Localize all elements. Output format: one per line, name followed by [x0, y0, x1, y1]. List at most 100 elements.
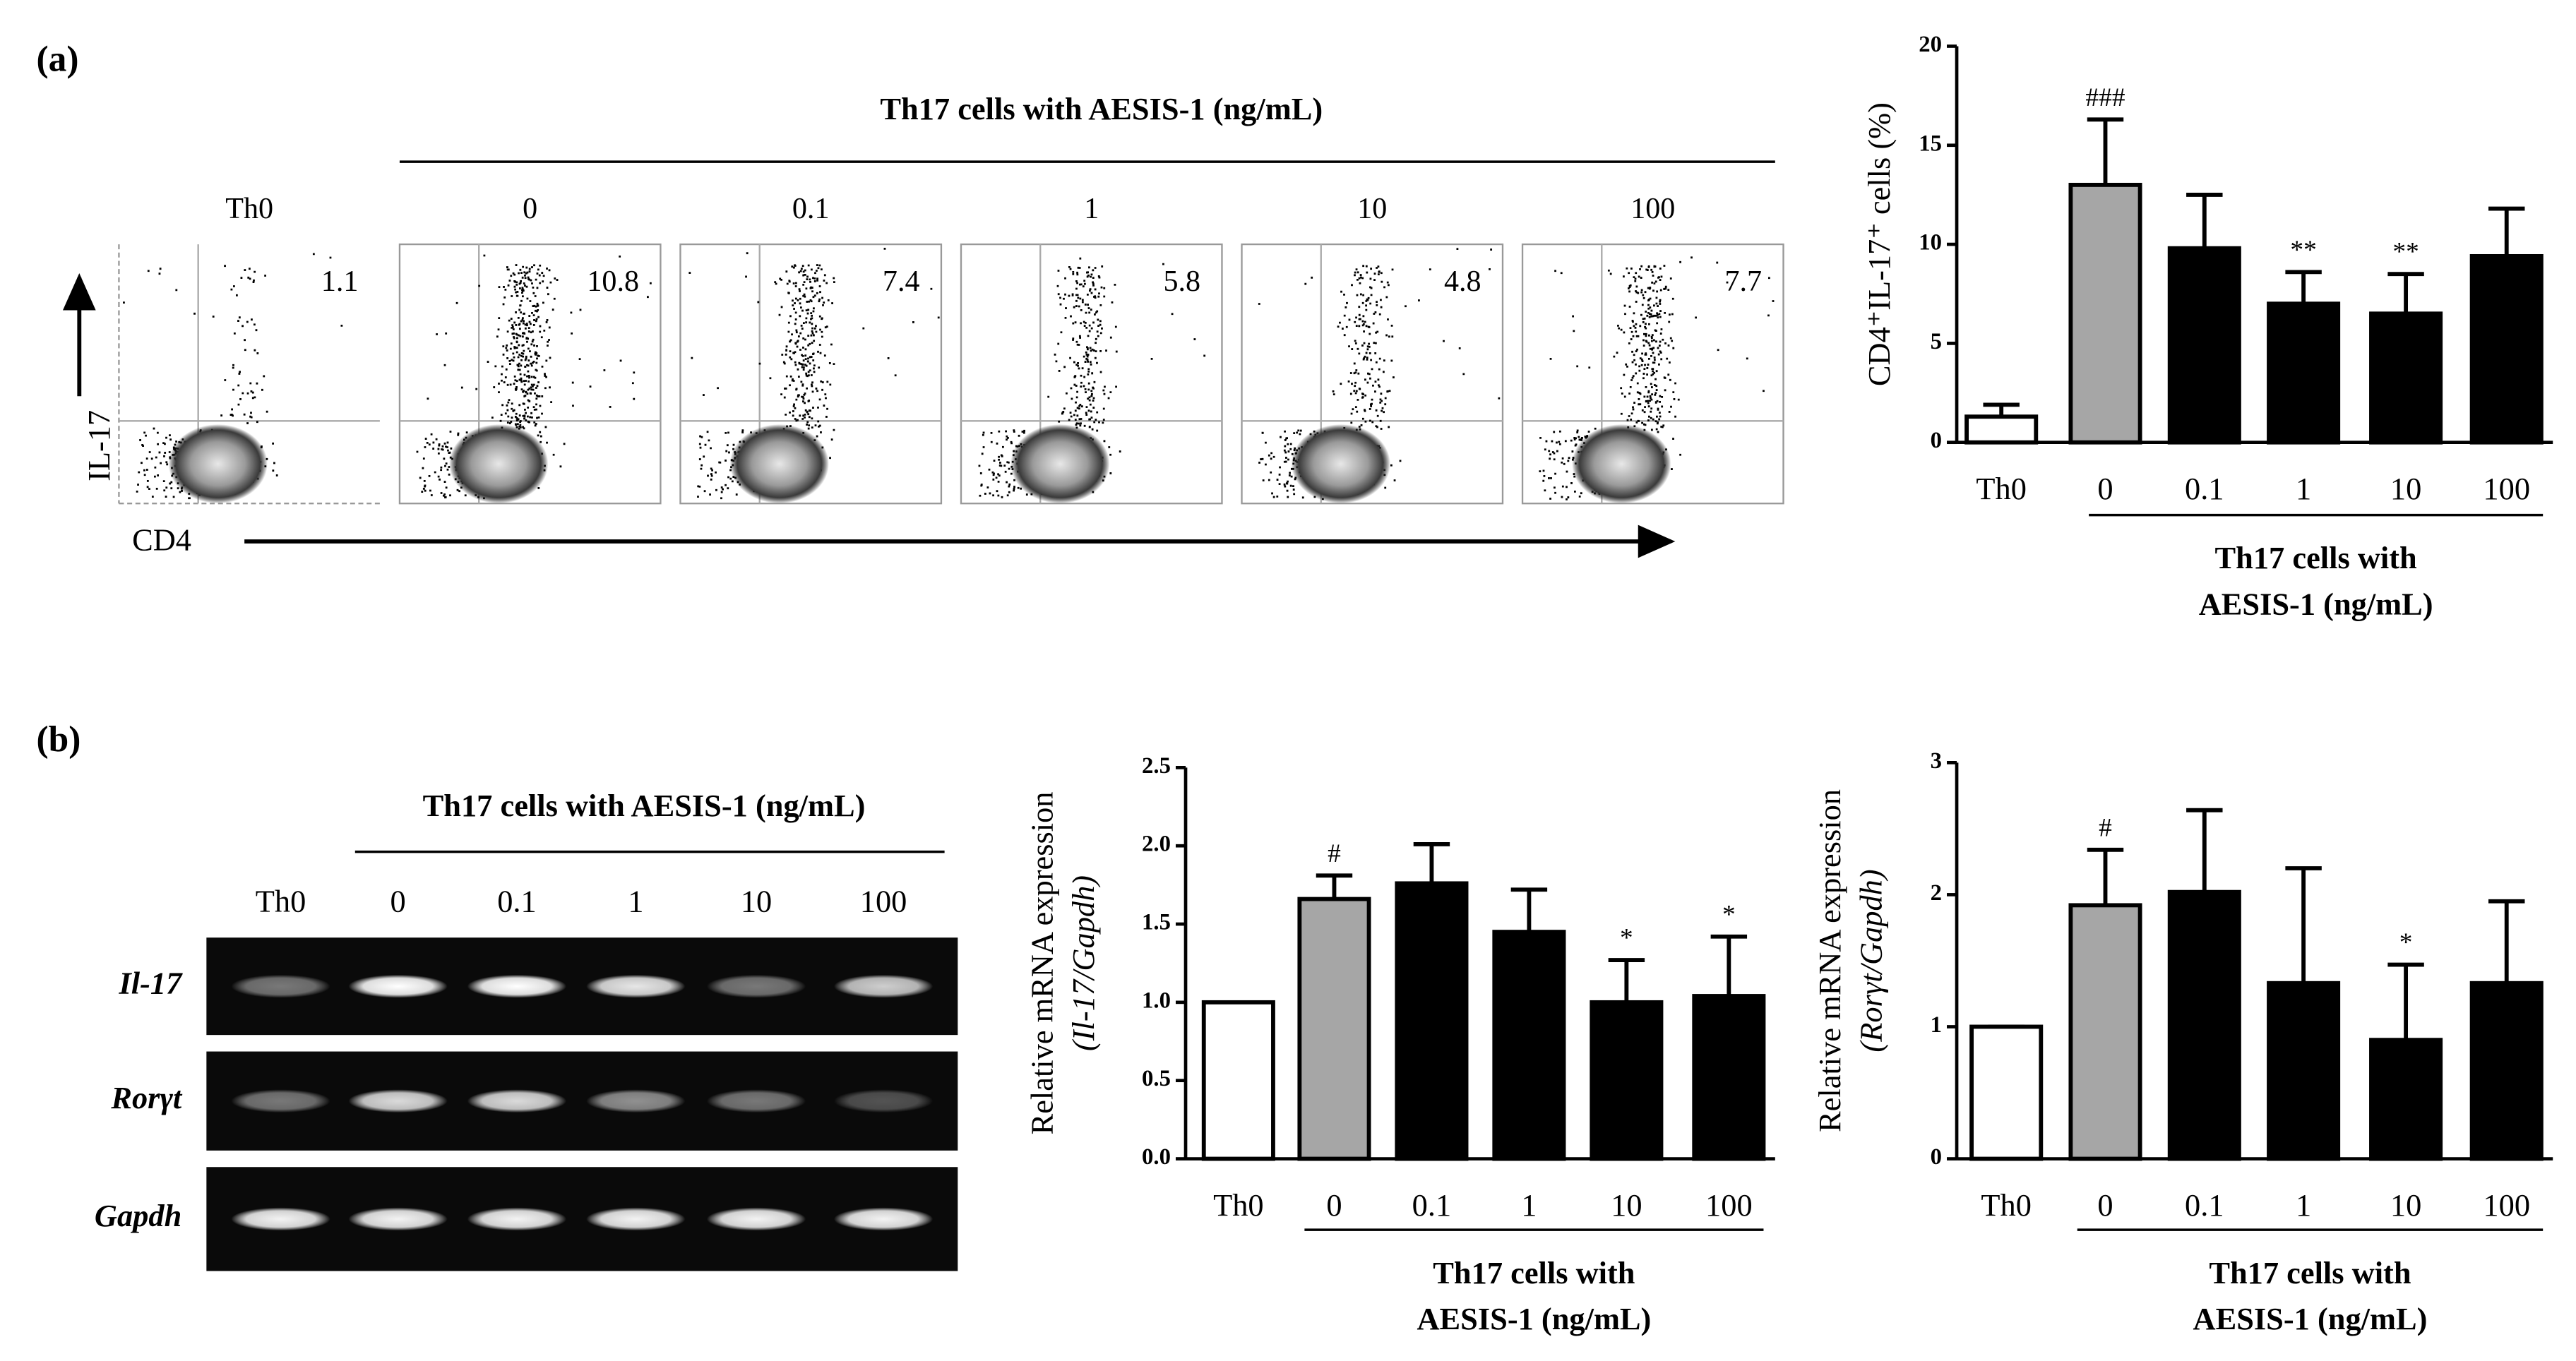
x-tick-label: Th0: [1976, 471, 2027, 506]
plot-frame: [1521, 243, 1784, 505]
x-tick-label: 0: [2097, 1187, 2113, 1223]
gel-band: [348, 1089, 448, 1113]
bar: [2267, 981, 2341, 1161]
gel-band: [231, 974, 330, 998]
significance-label: *: [2399, 928, 2413, 957]
quadrant-value: 7.4: [883, 265, 920, 298]
y-tick-label: 1.0: [1142, 988, 1171, 1013]
group-label: Th17 cells with: [2215, 540, 2417, 575]
plot-frame: [679, 243, 943, 505]
bar: [2167, 246, 2241, 445]
gel-title: Th17 cells with AESIS-1 (ng/mL): [423, 788, 866, 823]
bar: [1395, 881, 1469, 1161]
column-label: 0: [523, 192, 537, 225]
column-label: Th0: [225, 192, 273, 225]
y-axis-label: Relative mRNA expression: [1024, 791, 1059, 1134]
lane-label: 1: [628, 884, 643, 919]
gel-band: [586, 1089, 686, 1113]
y-tick-label: 15: [1919, 131, 1942, 156]
gel-band: [706, 1207, 806, 1231]
significance-label: *: [1620, 924, 1633, 953]
x-tick-label: 10: [2390, 1187, 2421, 1223]
y-axis-label: Relative mRNA expression: [1812, 789, 1847, 1132]
gel-band: [467, 1207, 567, 1231]
event-dots: [416, 254, 652, 500]
bar: [2068, 182, 2142, 445]
event-cluster: [168, 424, 268, 504]
y-tick-label: 0.0: [1142, 1144, 1171, 1170]
event-dots: [123, 253, 343, 500]
lane-label: 0: [390, 884, 406, 919]
x-tick-label: Th0: [1981, 1187, 2032, 1223]
gel-band: [467, 1089, 567, 1113]
group-label: AESIS-1 (ng/mL): [2199, 587, 2433, 622]
gel-image: Th0 0 0.1 1 10 100 Il-17 Rorγt Gapdh: [95, 884, 958, 1271]
flow-y-label: IL-17: [81, 410, 117, 481]
gel-band: [833, 1089, 934, 1113]
column-label: 1: [1084, 192, 1099, 225]
plot-frame: [1241, 243, 1504, 505]
bar: [2469, 981, 2544, 1161]
flow-plots: Th0 1.1 0 10.8 0.1 7.4 1 5.8 10 4.8 100 7.7: [118, 192, 1784, 505]
event-cluster: [1010, 424, 1110, 504]
gel-lane-strip: [206, 1167, 958, 1271]
quadrant-value: 10.8: [587, 265, 639, 298]
y-tick-label: 0: [1931, 428, 1942, 453]
gel-band: [833, 974, 934, 998]
x-tick-label: Th0: [1213, 1187, 1264, 1223]
gel-band: [231, 1089, 330, 1113]
y-tick-label: 2.5: [1142, 753, 1171, 779]
quadrant-value: 7.7: [1725, 265, 1763, 298]
bar: [2469, 253, 2544, 445]
event-cluster: [1572, 424, 1671, 504]
quadrant-value: 5.8: [1163, 265, 1200, 298]
significance-label: #: [2099, 813, 2112, 842]
y-axis-label: (Il-17/Gapdh): [1066, 875, 1101, 1051]
x-tick-label: 10: [2390, 471, 2421, 506]
gel-band: [706, 974, 806, 998]
gel-band: [348, 974, 448, 998]
plot-frame: [398, 243, 662, 505]
bar: [1964, 414, 2039, 445]
y-tick-label: 2.0: [1142, 832, 1171, 857]
x-tick-label: 0: [1326, 1187, 1342, 1223]
gene-label: Gapdh: [95, 1198, 181, 1233]
x-tick-label: 1: [1521, 1187, 1537, 1223]
bar: [2167, 889, 2241, 1161]
group-label: Th17 cells with: [1433, 1255, 1635, 1290]
bar: [2068, 903, 2142, 1161]
x-tick-label: 100: [2483, 471, 2530, 506]
gel-band: [586, 1207, 686, 1231]
x-tick-label: 1: [2296, 471, 2311, 506]
group-label: AESIS-1 (ng/mL): [2193, 1301, 2428, 1336]
event-cluster: [729, 424, 829, 504]
x-tick-label: 100: [1705, 1187, 1753, 1223]
bar: [1201, 1000, 1275, 1161]
gene-label: Rorγt: [110, 1080, 183, 1115]
y-axis-label: CD4⁺IL-17⁺ cells (%): [1861, 102, 1897, 386]
bar: [2369, 311, 2443, 445]
x-tick-label: 0.1: [2185, 1187, 2224, 1223]
panel-label: (b): [37, 719, 81, 760]
panel-label: (a): [37, 40, 79, 80]
gene-label: Il-17: [118, 965, 183, 1000]
event-cluster: [449, 424, 549, 504]
x-tick-label: 0.1: [2185, 471, 2224, 506]
significance-label: *: [1722, 900, 1736, 929]
y-tick-label: 1.5: [1142, 910, 1171, 935]
flow-title: Th17 cells with AESIS-1 (ng/mL): [880, 91, 1323, 126]
y-tick-label: 2: [1931, 880, 1942, 906]
plot-frame: [960, 243, 1223, 505]
quadrant-value: 1.1: [321, 265, 359, 298]
gel-band: [586, 974, 686, 998]
significance-label: **: [2392, 238, 2419, 267]
bar: [2267, 301, 2341, 445]
y-tick-label: 3: [1931, 748, 1942, 774]
gel-lane-strip: [206, 937, 958, 1036]
lane-label: 0.1: [497, 884, 537, 919]
gel-band: [706, 1089, 806, 1113]
y-tick-label: 1: [1931, 1012, 1942, 1038]
bar: [1969, 1024, 2044, 1161]
x-tick-label: 10: [1611, 1187, 1642, 1223]
group-label: AESIS-1 (ng/mL): [1417, 1301, 1651, 1336]
